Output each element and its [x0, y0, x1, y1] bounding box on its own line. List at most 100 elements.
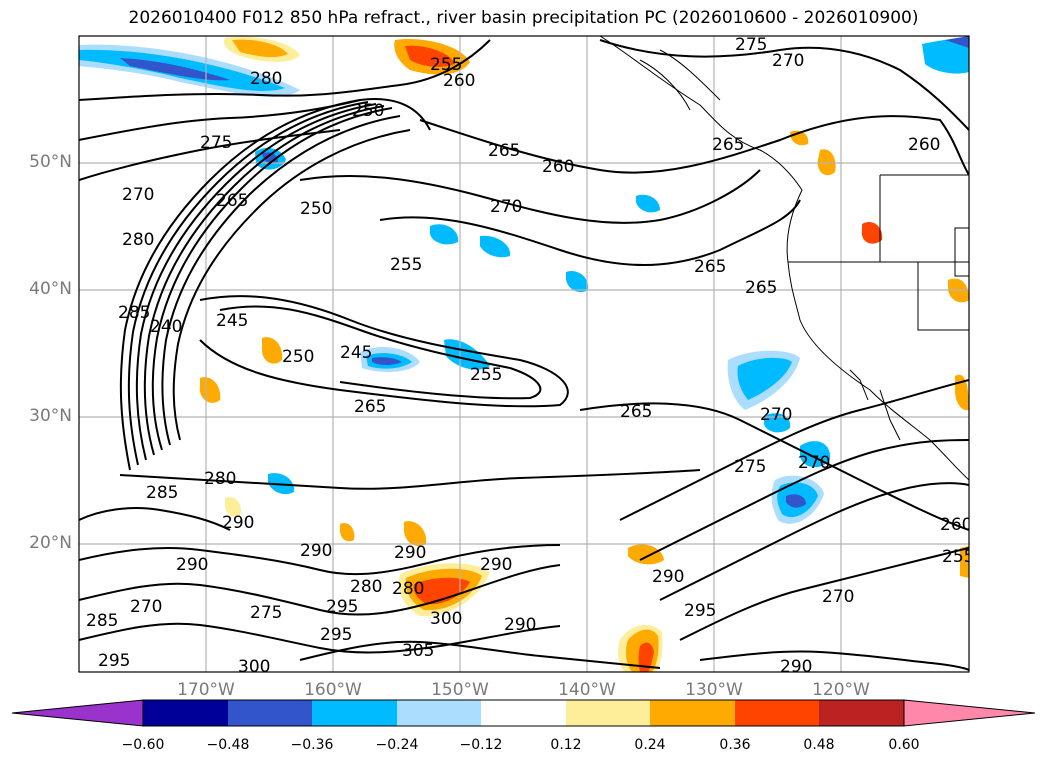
longitude-label: 130°W: [685, 680, 743, 700]
contour-label: 270: [772, 51, 804, 71]
negative-patch: [430, 224, 459, 245]
contour-label: 275: [735, 35, 767, 55]
contour-label: 270: [798, 453, 830, 473]
contour-label: 300: [238, 657, 270, 677]
refractivity-contours: [79, 39, 969, 671]
contour-label: 290: [300, 541, 332, 561]
colorbar-tick-label: −0.24: [375, 737, 419, 753]
positive-patch: [224, 497, 241, 518]
contour-label: 245: [216, 311, 248, 331]
colorbar-tick-label: −0.60: [121, 737, 165, 753]
contour-label: 260: [940, 515, 972, 535]
contour-label: 280: [392, 579, 424, 599]
positive-patch: [232, 39, 288, 58]
positive-patch: [413, 577, 470, 605]
positive-patch: [817, 149, 836, 176]
negative-patch: [764, 413, 791, 433]
longitude-label: 160°W: [304, 680, 362, 700]
contour-label: 270: [822, 587, 854, 607]
contour-label: 265: [712, 135, 744, 155]
contour-label: 250: [300, 199, 332, 219]
contour-label: 265: [488, 141, 520, 161]
contour-label: 280: [350, 577, 382, 597]
contour-label: 260: [443, 71, 475, 91]
colorbar-tick-label: −0.36: [290, 737, 334, 753]
colorbar-tick-label: 0.12: [550, 737, 582, 753]
negative-patch: [372, 357, 402, 365]
contour-label: 240: [150, 317, 182, 337]
contour-label: 265: [745, 278, 777, 298]
map-frame: [78, 35, 970, 673]
contour-label: 255: [942, 547, 974, 567]
negative-patch: [945, 36, 969, 48]
contour-label: 260: [542, 157, 574, 177]
contour-label: 280: [204, 469, 236, 489]
contour-label: 255: [390, 255, 422, 275]
contour-label: 275: [250, 603, 282, 623]
contour-label: 265: [354, 397, 386, 417]
contour-label: 300: [430, 609, 462, 629]
contour-label: 290: [504, 615, 536, 635]
colorbar-bin: [397, 700, 481, 726]
contour-label: 275: [734, 457, 766, 477]
colorbar-tick-label: −0.48: [206, 737, 250, 753]
negative-patch: [922, 36, 969, 74]
contour-label: 270: [130, 597, 162, 617]
contour-label: 280: [250, 69, 282, 89]
contour-label: 270: [122, 185, 154, 205]
longitude-label: 150°W: [431, 680, 489, 700]
latitude-label: 30°N: [29, 406, 72, 426]
negative-patch: [566, 270, 589, 293]
negative-patch: [636, 194, 660, 213]
negative-patch: [786, 494, 806, 508]
colorbar-max-extend: [903, 699, 1036, 727]
map-title: 2026010400 F012 850 hPa refract., river …: [128, 8, 919, 28]
contour-label: 285: [118, 303, 150, 323]
positive-patch: [199, 377, 221, 403]
contour-label: 290: [176, 555, 208, 575]
positive-patch: [960, 546, 969, 578]
positive-patch: [861, 221, 883, 244]
contour-label: 260: [908, 135, 940, 155]
contour-label: 295: [98, 651, 130, 671]
positive-patch: [340, 522, 355, 542]
contour-label: 255: [470, 365, 502, 385]
contour-label: 290: [652, 567, 684, 587]
latitude-label: 20°N: [29, 533, 72, 553]
colorbar-bin: [312, 700, 397, 726]
colorbar-bin: [481, 700, 566, 726]
colorbar-bin: [819, 700, 904, 726]
positive-patch: [628, 544, 664, 565]
colorbar-bin: [735, 700, 819, 726]
positive-patch: [638, 642, 654, 672]
contour-label: 270: [490, 197, 522, 217]
contour-label: 270: [760, 405, 792, 425]
colorbar-tick-label: 0.24: [634, 737, 666, 753]
contour-label: 285: [86, 611, 118, 631]
latitude-label: 40°N: [29, 279, 72, 299]
latitude-label: 50°N: [29, 152, 72, 172]
positive-patch: [262, 337, 283, 364]
contour-label: 250: [352, 101, 384, 121]
colorbar-tick-label: −0.12: [459, 737, 503, 753]
colorbar-bin: [143, 700, 228, 726]
negative-patch: [480, 235, 511, 258]
contour-label: 245: [340, 343, 372, 363]
contour-label: 295: [684, 601, 716, 621]
shaded-anomaly-patches: [79, 36, 969, 672]
positive-patch: [404, 521, 427, 547]
longitude-label: 170°W: [177, 680, 235, 700]
colorbar-bin: [228, 700, 312, 726]
contour-label: 295: [320, 625, 352, 645]
contour-label: 290: [222, 513, 254, 533]
longitude-label: 140°W: [558, 680, 616, 700]
contour-label: 290: [780, 657, 812, 677]
contour-label: 285: [146, 483, 178, 503]
negative-patch: [737, 357, 792, 400]
contour-label: 265: [216, 191, 248, 211]
contour-label: 255: [430, 55, 462, 75]
colorbar-tick-label: 0.60: [888, 737, 920, 753]
map-plot-area: 275 270 255 260 280 250 265 260 265 270 …: [79, 35, 974, 677]
negative-patch: [120, 58, 230, 81]
